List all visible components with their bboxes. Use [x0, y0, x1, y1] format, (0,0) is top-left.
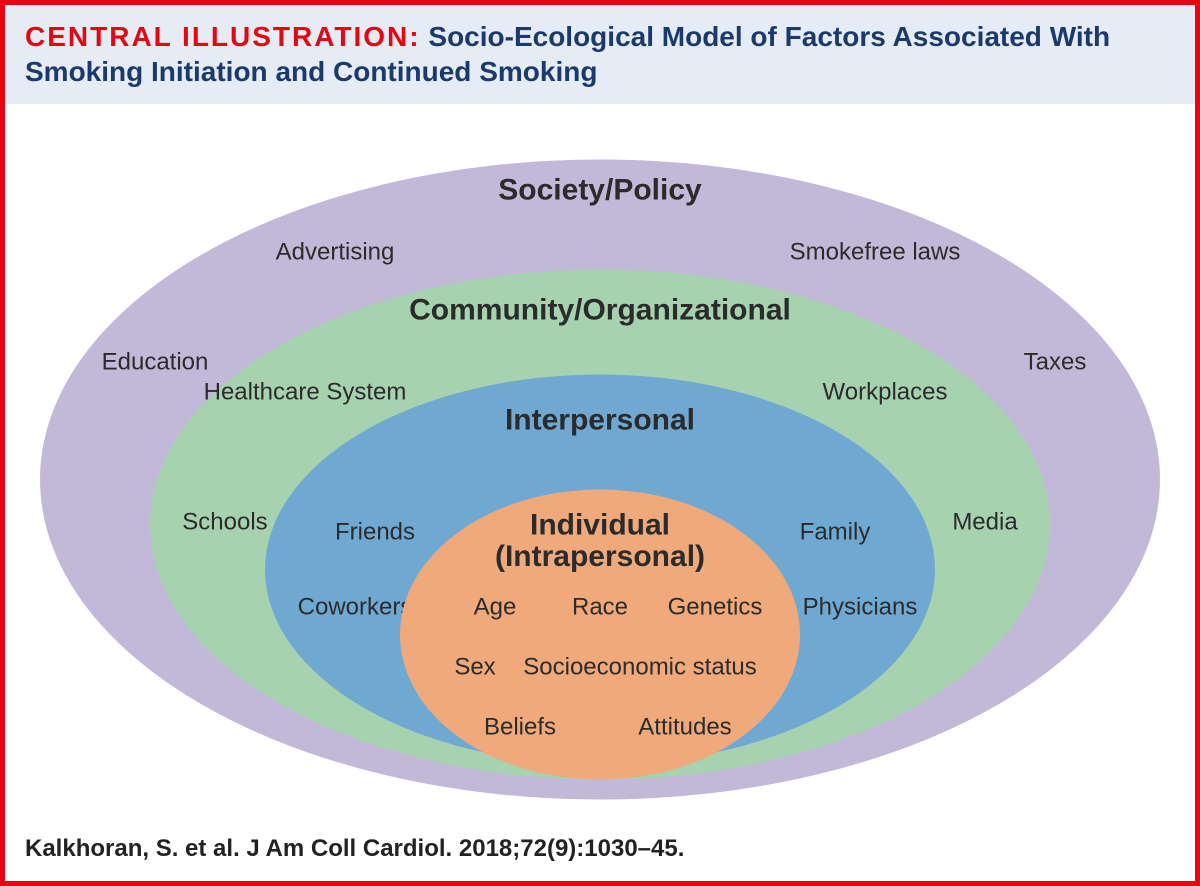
figure-citation: Kalkhoran, S. et al. J Am Coll Cardiol. …: [5, 835, 1195, 881]
figure-title: CENTRAL ILLUSTRATION: Socio-Ecological M…: [25, 19, 1175, 89]
ring-item-interpersonal-1: Family: [800, 519, 871, 546]
diagram-canvas: Society/Policy Advertising Smokefree laws E…: [5, 104, 1195, 835]
ring-individual: Individual(Intrapersonal)AgeRaceGenetics…: [400, 490, 800, 780]
ring-item-individual-2: Genetics: [668, 594, 763, 621]
ring-item-interpersonal-0: Friends: [335, 519, 415, 546]
ring-item-community-0: Healthcare System: [204, 379, 407, 406]
nested-ellipse-diagram: Society/Policy Advertising Smokefree laws E…: [5, 104, 1195, 835]
ring-item-society-1: Smokefree laws: [790, 239, 961, 266]
ring-item-society-0: Advertising: [276, 239, 395, 266]
ring-item-society-2: Education: [102, 349, 209, 376]
figure-header: CENTRAL ILLUSTRATION: Socio-Ecological M…: [5, 5, 1195, 104]
title-prefix: CENTRAL ILLUSTRATION:: [25, 21, 421, 52]
ring-item-individual-6: Attitudes: [638, 714, 731, 741]
ring-item-interpersonal-2: Coworkers: [298, 594, 413, 621]
ring-item-individual-0: Age: [474, 594, 517, 621]
ring-title-community: Community/Organizational: [409, 294, 791, 327]
ring-item-individual-3: Sex: [454, 654, 495, 681]
ring-item-community-2: Schools: [182, 509, 267, 536]
ring-item-community-3: Media: [952, 509, 1018, 536]
figure-frame: CENTRAL ILLUSTRATION: Socio-Ecological M…: [0, 0, 1200, 886]
ring-item-individual-5: Beliefs: [484, 714, 556, 741]
ring-title-society: Society/Policy: [498, 174, 702, 207]
ring-item-society-3: Taxes: [1024, 349, 1087, 376]
ring-item-interpersonal-3: Physicians: [803, 594, 918, 621]
ring-title-interpersonal: Interpersonal: [505, 404, 695, 437]
ring-item-community-1: Workplaces: [823, 379, 948, 406]
ring-item-individual-1: Race: [572, 594, 628, 621]
ring-item-individual-4: Socioeconomic status: [523, 654, 756, 681]
